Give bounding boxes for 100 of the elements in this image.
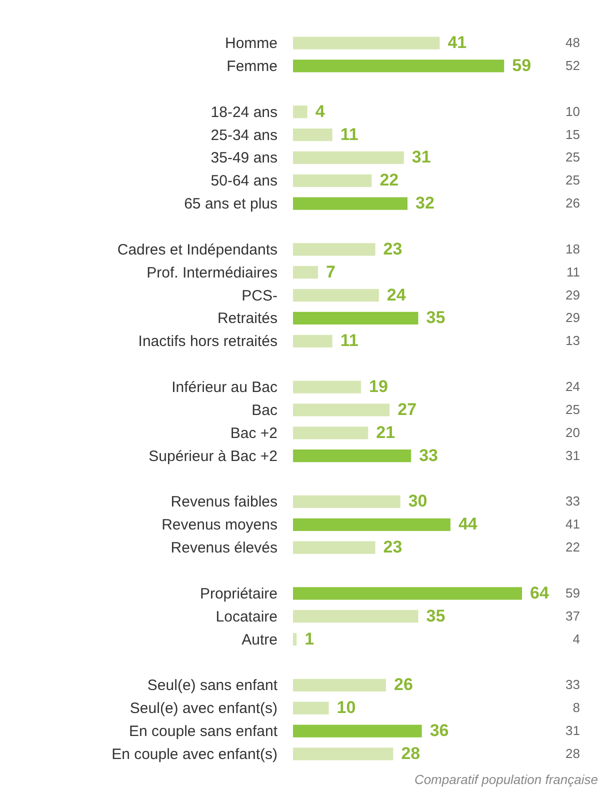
text: 28 — [566, 746, 580, 761]
y-tick-label: Revenus moyens — [162, 516, 278, 534]
y-tick-label: Propriétaire — [200, 585, 278, 602]
text: 15 — [566, 126, 580, 142]
y-tick-label: Inactifs hors retraités — [138, 333, 278, 350]
y-tick-label: 35-49 ans — [210, 150, 278, 167]
y-tick-label: 50-64 ans — [210, 172, 278, 190]
bar — [293, 702, 329, 714]
data-label: 30 — [408, 492, 428, 511]
text: 24 — [566, 379, 580, 394]
data-label: 64 — [530, 583, 550, 602]
bar — [293, 541, 376, 554]
data-label: 44 — [458, 514, 478, 534]
y-tick-label: Seul(e) avec enfant(s) — [130, 700, 278, 718]
y-tick-label: Homme — [224, 35, 278, 52]
data-label: 7 — [326, 262, 336, 282]
data-label: 1 — [304, 629, 314, 648]
bar — [293, 106, 308, 118]
y-tick-label: En couple avec enfant(s) — [112, 746, 278, 763]
data-label: 59 — [512, 56, 532, 75]
bar — [293, 426, 368, 440]
data-label: 19 — [368, 377, 388, 396]
bar — [293, 380, 361, 394]
y-tick-label: En couple sans enfant — [129, 723, 278, 740]
bar — [293, 197, 408, 210]
bar — [293, 518, 450, 531]
y-tick-label: Revenus élevés — [170, 540, 278, 557]
bar — [293, 587, 522, 600]
text: 31 — [566, 723, 580, 738]
data-label: 23 — [383, 538, 402, 557]
text: 33 — [566, 494, 580, 509]
y-tick-label: Inférieur au Bac — [172, 379, 278, 396]
text: 48 — [566, 35, 580, 50]
bar — [293, 404, 390, 416]
y-tick-label: 18-24 ans — [210, 104, 278, 121]
data-label: 41 — [448, 33, 467, 52]
text: 4 — [572, 631, 580, 646]
data-label: 27 — [398, 400, 417, 419]
text: 8 — [572, 700, 580, 716]
text: 41 — [566, 516, 580, 532]
text: 29 — [566, 310, 580, 326]
data-label: 22 — [380, 170, 399, 190]
y-tick-label: Seul(e) sans enfant — [147, 677, 278, 694]
data-label: 28 — [401, 744, 420, 763]
data-label: 11 — [340, 124, 358, 144]
y-tick-label: Revenus faibles — [170, 494, 278, 511]
y-tick-label: Femme — [226, 58, 278, 75]
data-label: 31 — [412, 148, 431, 167]
text: 25 — [566, 150, 580, 165]
text: 11 — [566, 264, 580, 280]
data-label: 36 — [430, 721, 449, 740]
bar — [293, 151, 404, 164]
bar — [293, 266, 318, 279]
data-label: 24 — [386, 285, 406, 304]
y-tick-label: PCS- — [242, 287, 278, 304]
bar — [293, 60, 504, 72]
text: 22 — [566, 540, 580, 555]
y-tick-label: Prof. Intermédiaires — [146, 264, 278, 282]
bar — [293, 495, 400, 508]
data-label: 23 — [383, 239, 402, 258]
y-tick-label: Bac — [252, 402, 278, 419]
text: 59 — [566, 585, 580, 600]
text: 25 — [566, 402, 580, 417]
bar — [293, 288, 379, 302]
bar — [293, 632, 297, 646]
y-tick-label: Autre — [242, 631, 278, 648]
y-tick-label: Bac +2 — [230, 424, 278, 442]
y-tick-label: 65 ans et plus — [184, 196, 278, 213]
text: 37 — [566, 608, 580, 624]
bar — [293, 450, 412, 462]
bar — [293, 174, 372, 187]
bar — [293, 334, 332, 348]
bar — [293, 724, 422, 738]
text: 31 — [566, 448, 580, 463]
bar — [293, 610, 418, 623]
data-label: 21 — [376, 422, 396, 442]
text: 33 — [566, 677, 580, 692]
bar — [293, 36, 440, 50]
y-tick-label: 25-34 ans — [210, 126, 278, 144]
data-label: 11 — [340, 331, 358, 350]
data-label: 35 — [426, 308, 446, 328]
bar — [293, 243, 376, 256]
text: 25 — [566, 172, 580, 188]
text: 29 — [566, 287, 580, 302]
text: 20 — [566, 424, 580, 440]
text: 13 — [566, 333, 580, 348]
bar — [293, 748, 394, 760]
data-label: 10 — [336, 698, 356, 718]
bar — [293, 678, 386, 692]
y-tick-label: Cadres et Indépendants — [117, 241, 278, 258]
bar — [293, 312, 418, 325]
data-label: 35 — [426, 606, 446, 626]
y-tick-label: Supérieur à Bac +2 — [148, 448, 278, 465]
data-label: 26 — [394, 675, 413, 694]
bar — [293, 128, 332, 142]
data-label: 4 — [315, 102, 326, 121]
data-label: 32 — [416, 194, 434, 213]
text: 10 — [566, 104, 580, 119]
y-tick-label: Locataire — [216, 608, 278, 626]
text: 18 — [566, 241, 580, 256]
